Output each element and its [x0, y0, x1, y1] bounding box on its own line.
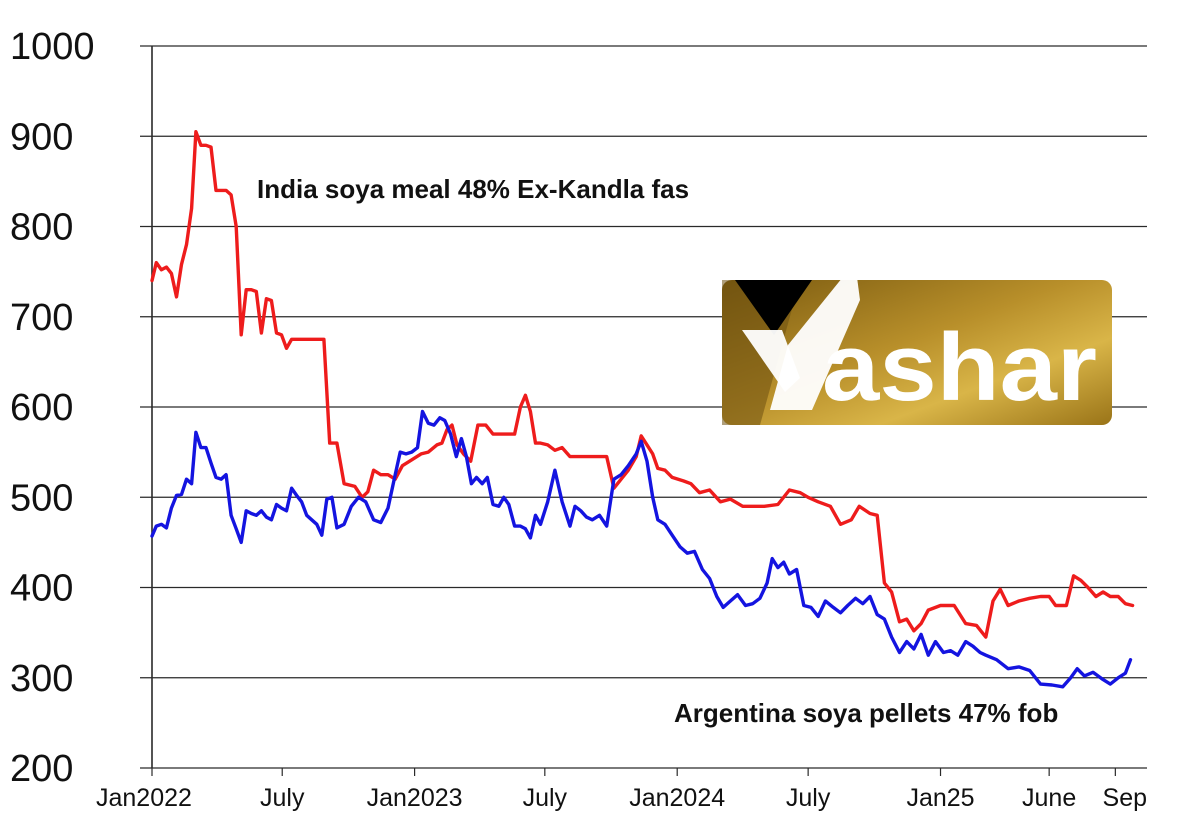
x-axis: Jan2022 July Jan2023 July Jan2024 July Jan25 Ju… [96, 768, 1147, 812]
x-tick-label: June [1022, 784, 1076, 812]
x-tick-label: July [523, 784, 568, 812]
x-tick-label: July [786, 784, 831, 812]
logo-text: ashar [822, 314, 1097, 421]
y-tick-label: 800 [10, 207, 73, 249]
yashar-logo: ashar [722, 262, 1112, 425]
x-tick-label: Jan25 [906, 784, 974, 812]
argentina-series-label: Argentina soya pellets 47% fob [674, 698, 1058, 728]
y-tick-label: 200 [10, 748, 73, 790]
y-tick-label: 700 [10, 297, 73, 339]
argentina-soya-pellets-line [150, 409, 1133, 689]
x-tick-label: July [260, 784, 305, 812]
x-tick-label: Jan2024 [629, 784, 725, 812]
y-tick-label: 900 [10, 116, 73, 158]
series-lines [150, 130, 1135, 689]
x-tick-label: Jan2022 [96, 784, 192, 812]
x-tick-label: Jan2023 [367, 784, 463, 812]
y-tick-label: 400 [10, 568, 73, 610]
y-tick-label: 600 [10, 387, 73, 429]
y-tick-label: 500 [10, 477, 73, 519]
india-soya-meal-line [150, 130, 1135, 639]
x-tick-label: Sep [1103, 784, 1147, 812]
y-tick-label: 300 [10, 658, 73, 700]
y-tick-label: 1000 [10, 26, 95, 68]
india-series-label: India soya meal 48% Ex-Kandla fas [257, 174, 689, 204]
gridlines [140, 45, 1147, 769]
y-axis: 1000 900 800 700 600 500 400 300 200 [10, 26, 153, 790]
logo-mark-icon [735, 280, 812, 335]
